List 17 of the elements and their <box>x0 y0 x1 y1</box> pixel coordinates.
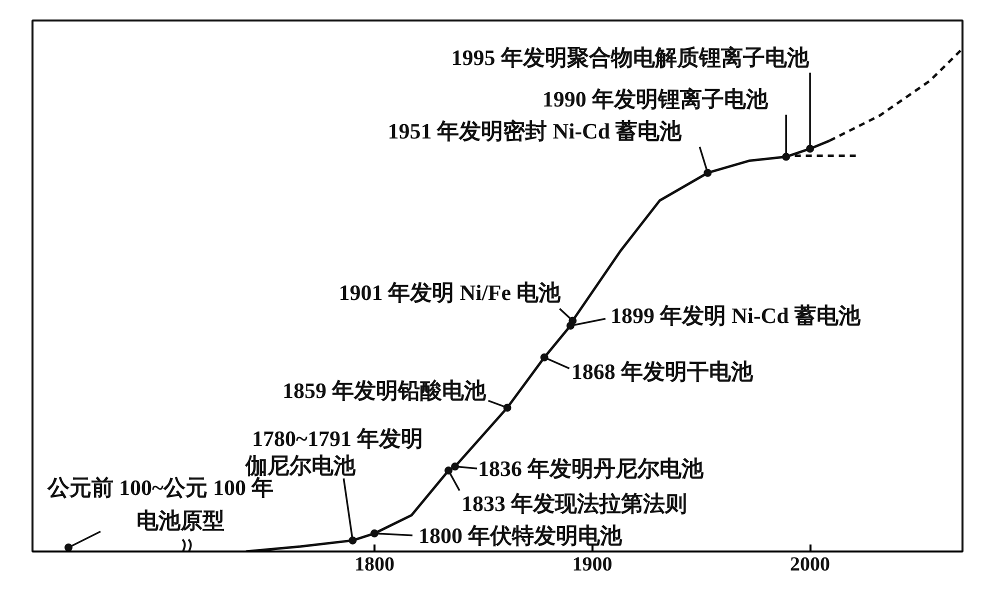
annotation: 公元前 100~公元 100 年 <box>46 475 274 500</box>
annotation: 伽尼尔电池 <box>244 452 357 478</box>
annotation: 1833 年发现法拉第法则 <box>461 491 687 516</box>
annotation: 1995 年发明聚合物电解质锂离子电池 <box>451 45 810 70</box>
annotation: 1951 年发明密封 Ni-Cd 蓄电池 <box>388 118 683 144</box>
annotation: 1990 年发明锂离子电池 <box>542 86 769 112</box>
annotation: 1800 年伏特发明电池 <box>418 522 623 548</box>
annotation: 1836 年发明丹尼尔电池 <box>478 456 705 482</box>
annotation: 1899 年发明 Ni-Cd 蓄电池 <box>610 303 862 328</box>
x-tick-label: 2000 <box>790 554 830 576</box>
annotation: 1901 年发明 Ni/Fe 电池 <box>338 280 562 306</box>
x-tick-label: 1900 <box>572 554 612 576</box>
annotation: 电池原型 <box>136 508 224 533</box>
annotation: 1780~1791 年发明 <box>252 426 423 451</box>
annotation: 1868 年发明干电池 <box>571 358 754 384</box>
annotation: 1859 年发明铅酸电池 <box>282 378 488 404</box>
x-tick-label: 1800 <box>354 554 394 576</box>
